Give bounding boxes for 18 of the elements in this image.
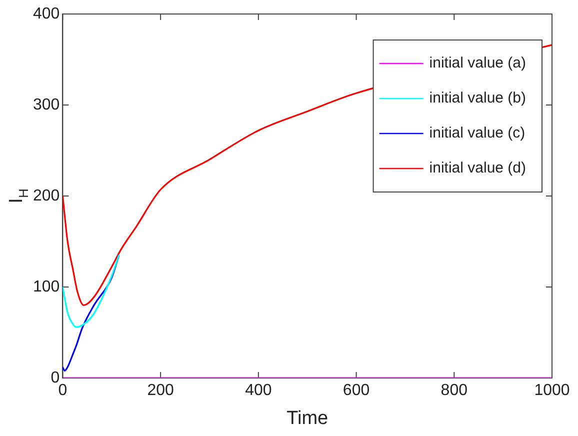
legend-label: initial value (b): [429, 90, 526, 107]
legend-label: initial value (a): [429, 54, 526, 72]
y-tick-label: 300: [32, 96, 60, 114]
y-tick-label: 400: [32, 5, 60, 22]
x-tick-label: 400: [245, 382, 272, 400]
legend-label: initial value (c): [429, 124, 526, 142]
x-tick-label: 1000: [534, 382, 570, 400]
line-series: [62, 254, 120, 328]
x-tick-label: 800: [440, 382, 468, 400]
y-axis-title: IH: [6, 188, 31, 204]
y-tick-label: 100: [32, 278, 60, 296]
y-tick-label: 0: [50, 369, 60, 386]
x-tick-label: 600: [342, 382, 370, 400]
line-series: [62, 254, 120, 372]
legend-label: initial value (d): [429, 160, 526, 177]
x-axis-title: Time: [286, 408, 328, 429]
x-tick-label: 200: [147, 382, 174, 400]
y-tick-label: 200: [32, 187, 60, 204]
